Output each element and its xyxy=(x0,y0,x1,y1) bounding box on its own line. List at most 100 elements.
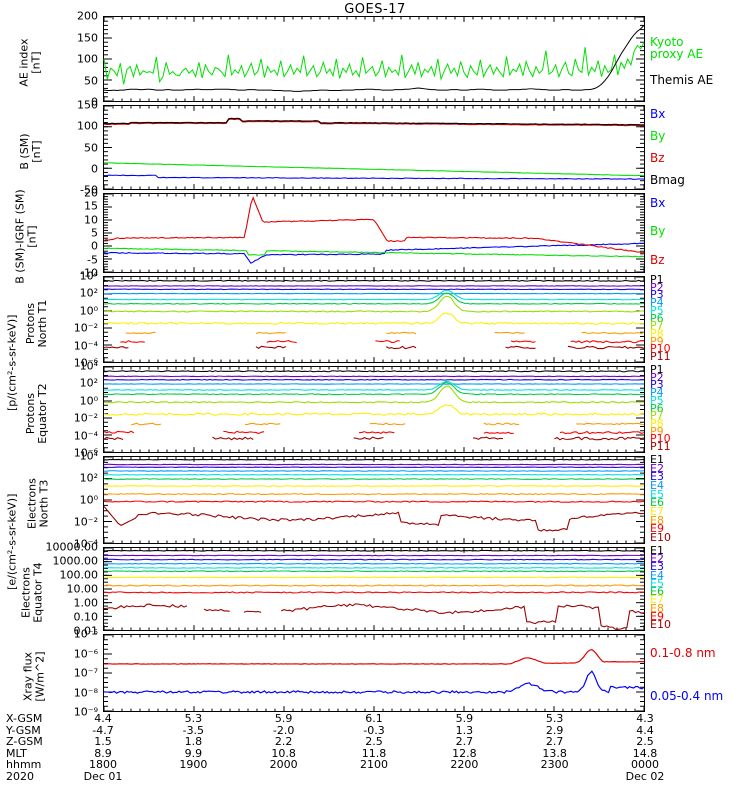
legend-item-e9: E9 xyxy=(650,609,664,623)
legend-item-p10: P10 xyxy=(650,432,671,446)
x-axis-value: 4.4 xyxy=(636,723,654,737)
y-tick-label: 10² xyxy=(79,286,98,300)
y-tick-label: 5 xyxy=(91,226,98,240)
legend-item-p7: P7 xyxy=(650,409,664,423)
legend-item-bx: Bx xyxy=(650,195,666,210)
x-axis-value: 2.2 xyxy=(274,735,293,748)
x-axis-value: 2.5 xyxy=(636,735,654,748)
y-tick-label: 10⁻⁴ xyxy=(73,537,98,551)
legend-item-p1: P1 xyxy=(650,363,664,376)
y-tick-label: 10⁻² xyxy=(73,411,98,425)
x-axis-value: 0000 xyxy=(631,758,659,771)
page-title: GOES-17 xyxy=(344,2,406,17)
x-axis-value: 2.7 xyxy=(545,735,564,748)
legend-item-e2: E2 xyxy=(650,552,664,566)
x-axis-value: 5.3 xyxy=(184,712,203,725)
x-axis-value: 5.3 xyxy=(545,712,564,725)
x-axis-value: 13.8 xyxy=(542,746,567,760)
y-tick-label: 10⁻⁵ xyxy=(73,627,98,641)
y-tick-label: -50 xyxy=(80,183,98,197)
legend-item-p2: P2 xyxy=(650,280,664,294)
legend-item-e3: E3 xyxy=(650,560,664,574)
y-tick-label: 10⁴ xyxy=(79,359,98,373)
legend-item-p1: P1 xyxy=(650,273,664,286)
x-axis-value: 2.7 xyxy=(455,735,474,748)
x-axis-value: -2.0 xyxy=(272,723,295,737)
x-axis-value: 2.5 xyxy=(365,735,383,748)
y-tick-label: 15 xyxy=(84,199,98,213)
y-axis-units: [e/(cm²-s-sr-keV)] xyxy=(5,493,19,590)
legend-item-e8: E8 xyxy=(650,601,664,615)
legend-item-p6: P6 xyxy=(650,401,664,415)
y-tick-label: 10⁻⁴ xyxy=(73,429,98,443)
legend-item-themis-ae: Themis AE xyxy=(650,72,714,87)
legend-item-e1: E1 xyxy=(650,453,664,466)
x-axis-value: -4.7 xyxy=(92,723,114,737)
y-tick-label: 1000.00 xyxy=(52,554,99,568)
legend-item-bx: Bx xyxy=(650,106,666,121)
x-axis-value: -0.3 xyxy=(363,723,385,737)
y-tick-label: 0.01 xyxy=(73,624,99,638)
y-tick-label: 100 xyxy=(77,52,98,66)
x-axis-value: 2200 xyxy=(450,758,479,771)
y-tick-label: 10.00 xyxy=(66,582,99,596)
legend-item-bmag: Bmag xyxy=(650,172,685,187)
panel-protons-equator-t2 xyxy=(103,366,645,453)
x-axis-value: 1.5 xyxy=(94,735,112,748)
x-axis-row-label: hhmm xyxy=(6,758,42,771)
y-tick-label: 10⁻² xyxy=(73,515,98,529)
y-tick-label: 150 xyxy=(77,98,98,112)
legend-item-by: By xyxy=(650,129,666,144)
y-tick-label: 1.00 xyxy=(73,596,99,610)
legend-item-p11: P11 xyxy=(650,440,671,453)
x-axis-value: 12.8 xyxy=(452,746,477,760)
y-tick-label: 10⁰ xyxy=(79,304,98,318)
y-tick-label: 0 xyxy=(91,239,98,253)
y-tick-label: 10⁰ xyxy=(79,493,98,507)
legend-item-p4: P4 xyxy=(650,296,664,310)
x-axis-value: 4.3 xyxy=(636,712,654,725)
x-axis-value: 14.8 xyxy=(632,746,658,760)
x-axis-value: 11.8 xyxy=(361,746,387,760)
panel-electrons-equator-t4 xyxy=(103,547,645,631)
x-axis-value: -3.5 xyxy=(182,723,205,737)
y-tick-label: 10⁴ xyxy=(79,269,98,283)
y-tick-label: 100 xyxy=(77,119,98,133)
legend-item-by: By xyxy=(650,224,666,239)
x-axis-row-label: 2020 xyxy=(6,769,34,783)
legend-item-bz: Bz xyxy=(650,253,665,268)
y-tick-label: 10 xyxy=(84,213,98,227)
legend-item-e8: E8 xyxy=(650,513,664,527)
x-axis-value: 2.9 xyxy=(545,723,564,737)
legend-item-e4: E4 xyxy=(650,568,664,582)
y-tick-label: 10⁰ xyxy=(79,394,98,408)
legend-item-p8: P8 xyxy=(650,416,664,430)
y-tick-label: 10⁻⁶ xyxy=(73,446,98,460)
x-axis-row-label: Z-GSM xyxy=(6,735,43,748)
y-tick-label: 10⁻⁴ xyxy=(73,339,98,353)
x-axis-value: 4.4 xyxy=(94,712,112,725)
panel-ae-index xyxy=(103,16,645,102)
legend-item-e10: E10 xyxy=(650,618,671,631)
legend-item-p7: P7 xyxy=(650,319,664,333)
legend-item-p8: P8 xyxy=(650,326,664,340)
legend-item-e6: E6 xyxy=(650,496,664,510)
x-axis-value: 1.8 xyxy=(184,735,203,748)
panel-b-sm-igrf xyxy=(103,193,645,273)
x-axis-value: 1.3 xyxy=(455,723,474,737)
y-tick-label: 10⁻² xyxy=(73,321,98,335)
panel-xray-flux xyxy=(103,634,645,712)
y-tick-label: 100.00 xyxy=(59,568,99,582)
x-axis-value: 2300 xyxy=(540,758,569,771)
y-tick-label: 0.10 xyxy=(73,610,99,624)
y-tick-label: 50 xyxy=(84,141,98,154)
y-tick-label: 200 xyxy=(77,9,98,23)
x-axis-value: 10.8 xyxy=(271,746,296,760)
x-axis-row-label: MLT xyxy=(6,746,27,760)
legend-item-bz: Bz xyxy=(650,150,665,165)
panel-b-sm xyxy=(103,105,645,190)
legend-item-e7: E7 xyxy=(650,505,664,518)
legend-item-p5: P5 xyxy=(650,393,664,407)
legend-item-kyoto-proxy-ae: Kyoto proxy AE xyxy=(650,34,704,61)
